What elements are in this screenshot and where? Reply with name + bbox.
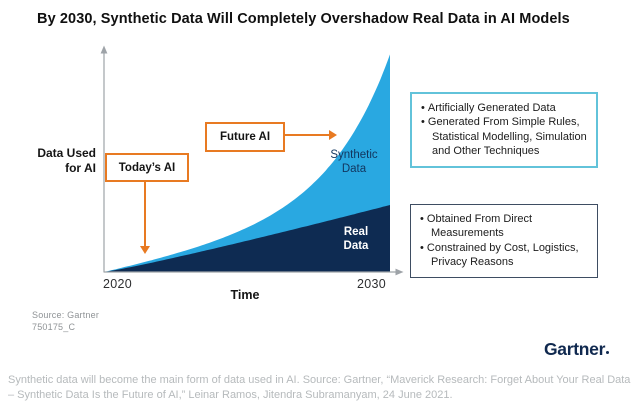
callout-item: Generated From Simple Rules, Statistical… xyxy=(421,115,588,158)
x-tick-2030: 2030 xyxy=(357,277,387,291)
y-axis-title-line1: Data Used xyxy=(37,146,96,160)
todays-ai-label-box: Today’s AI xyxy=(105,153,189,182)
synthetic-label-line1: Synthetic xyxy=(330,149,378,161)
synthetic-data-callout: Artificially Generated DataGenerated Fro… xyxy=(410,92,598,169)
x-axis-arrowhead xyxy=(395,268,404,276)
x-axis-title: Time xyxy=(230,288,260,302)
future-ai-arrowhead xyxy=(329,130,337,140)
synthetic-area xyxy=(104,54,390,273)
synthetic-data-area-label: Synthetic Data xyxy=(318,148,390,176)
image-caption: Synthetic data will become the main form… xyxy=(8,374,631,401)
future-ai-label-box: Future AI xyxy=(205,122,285,152)
callout-item: Artificially Generated Data xyxy=(421,101,588,115)
callout-item: Obtained From Direct Measurements xyxy=(420,212,589,241)
y-axis-title-line2: for AI xyxy=(65,160,96,175)
synthetic-callout-list: Artificially Generated DataGenerated Fro… xyxy=(421,101,588,158)
real-data-callout: Obtained From Direct MeasurementsConstra… xyxy=(410,204,598,279)
gartner-logo-text: Gartner xyxy=(544,339,606,359)
document-id: 750175_C xyxy=(32,322,76,332)
callout-item: Constrained by Cost, Logistics, Privacy … xyxy=(420,241,589,270)
chart-title: By 2030, Synthetic Data Will Completely … xyxy=(37,11,570,27)
gartner-logo: Gartner xyxy=(544,339,610,360)
real-callout-list: Obtained From Direct MeasurementsConstra… xyxy=(420,212,589,269)
x-tick-2020: 2020 xyxy=(103,277,133,291)
synthetic-label-line2: Data xyxy=(341,163,367,175)
source-note: Source: Gartner xyxy=(32,310,100,320)
todays-ai-arrowhead xyxy=(140,246,150,254)
area-chart xyxy=(100,45,404,276)
real-label-line1: Real xyxy=(343,226,369,238)
real-label-line2: Data xyxy=(343,240,369,252)
logo-registered-dot xyxy=(606,351,610,354)
real-area xyxy=(104,205,390,272)
real-data-area-label: Real Data xyxy=(330,225,382,253)
y-axis-arrowhead xyxy=(100,45,108,54)
future-ai-arrow-line xyxy=(283,134,330,136)
todays-ai-arrow-line xyxy=(144,180,146,247)
y-axis-title: Data Used for AI xyxy=(26,146,96,175)
